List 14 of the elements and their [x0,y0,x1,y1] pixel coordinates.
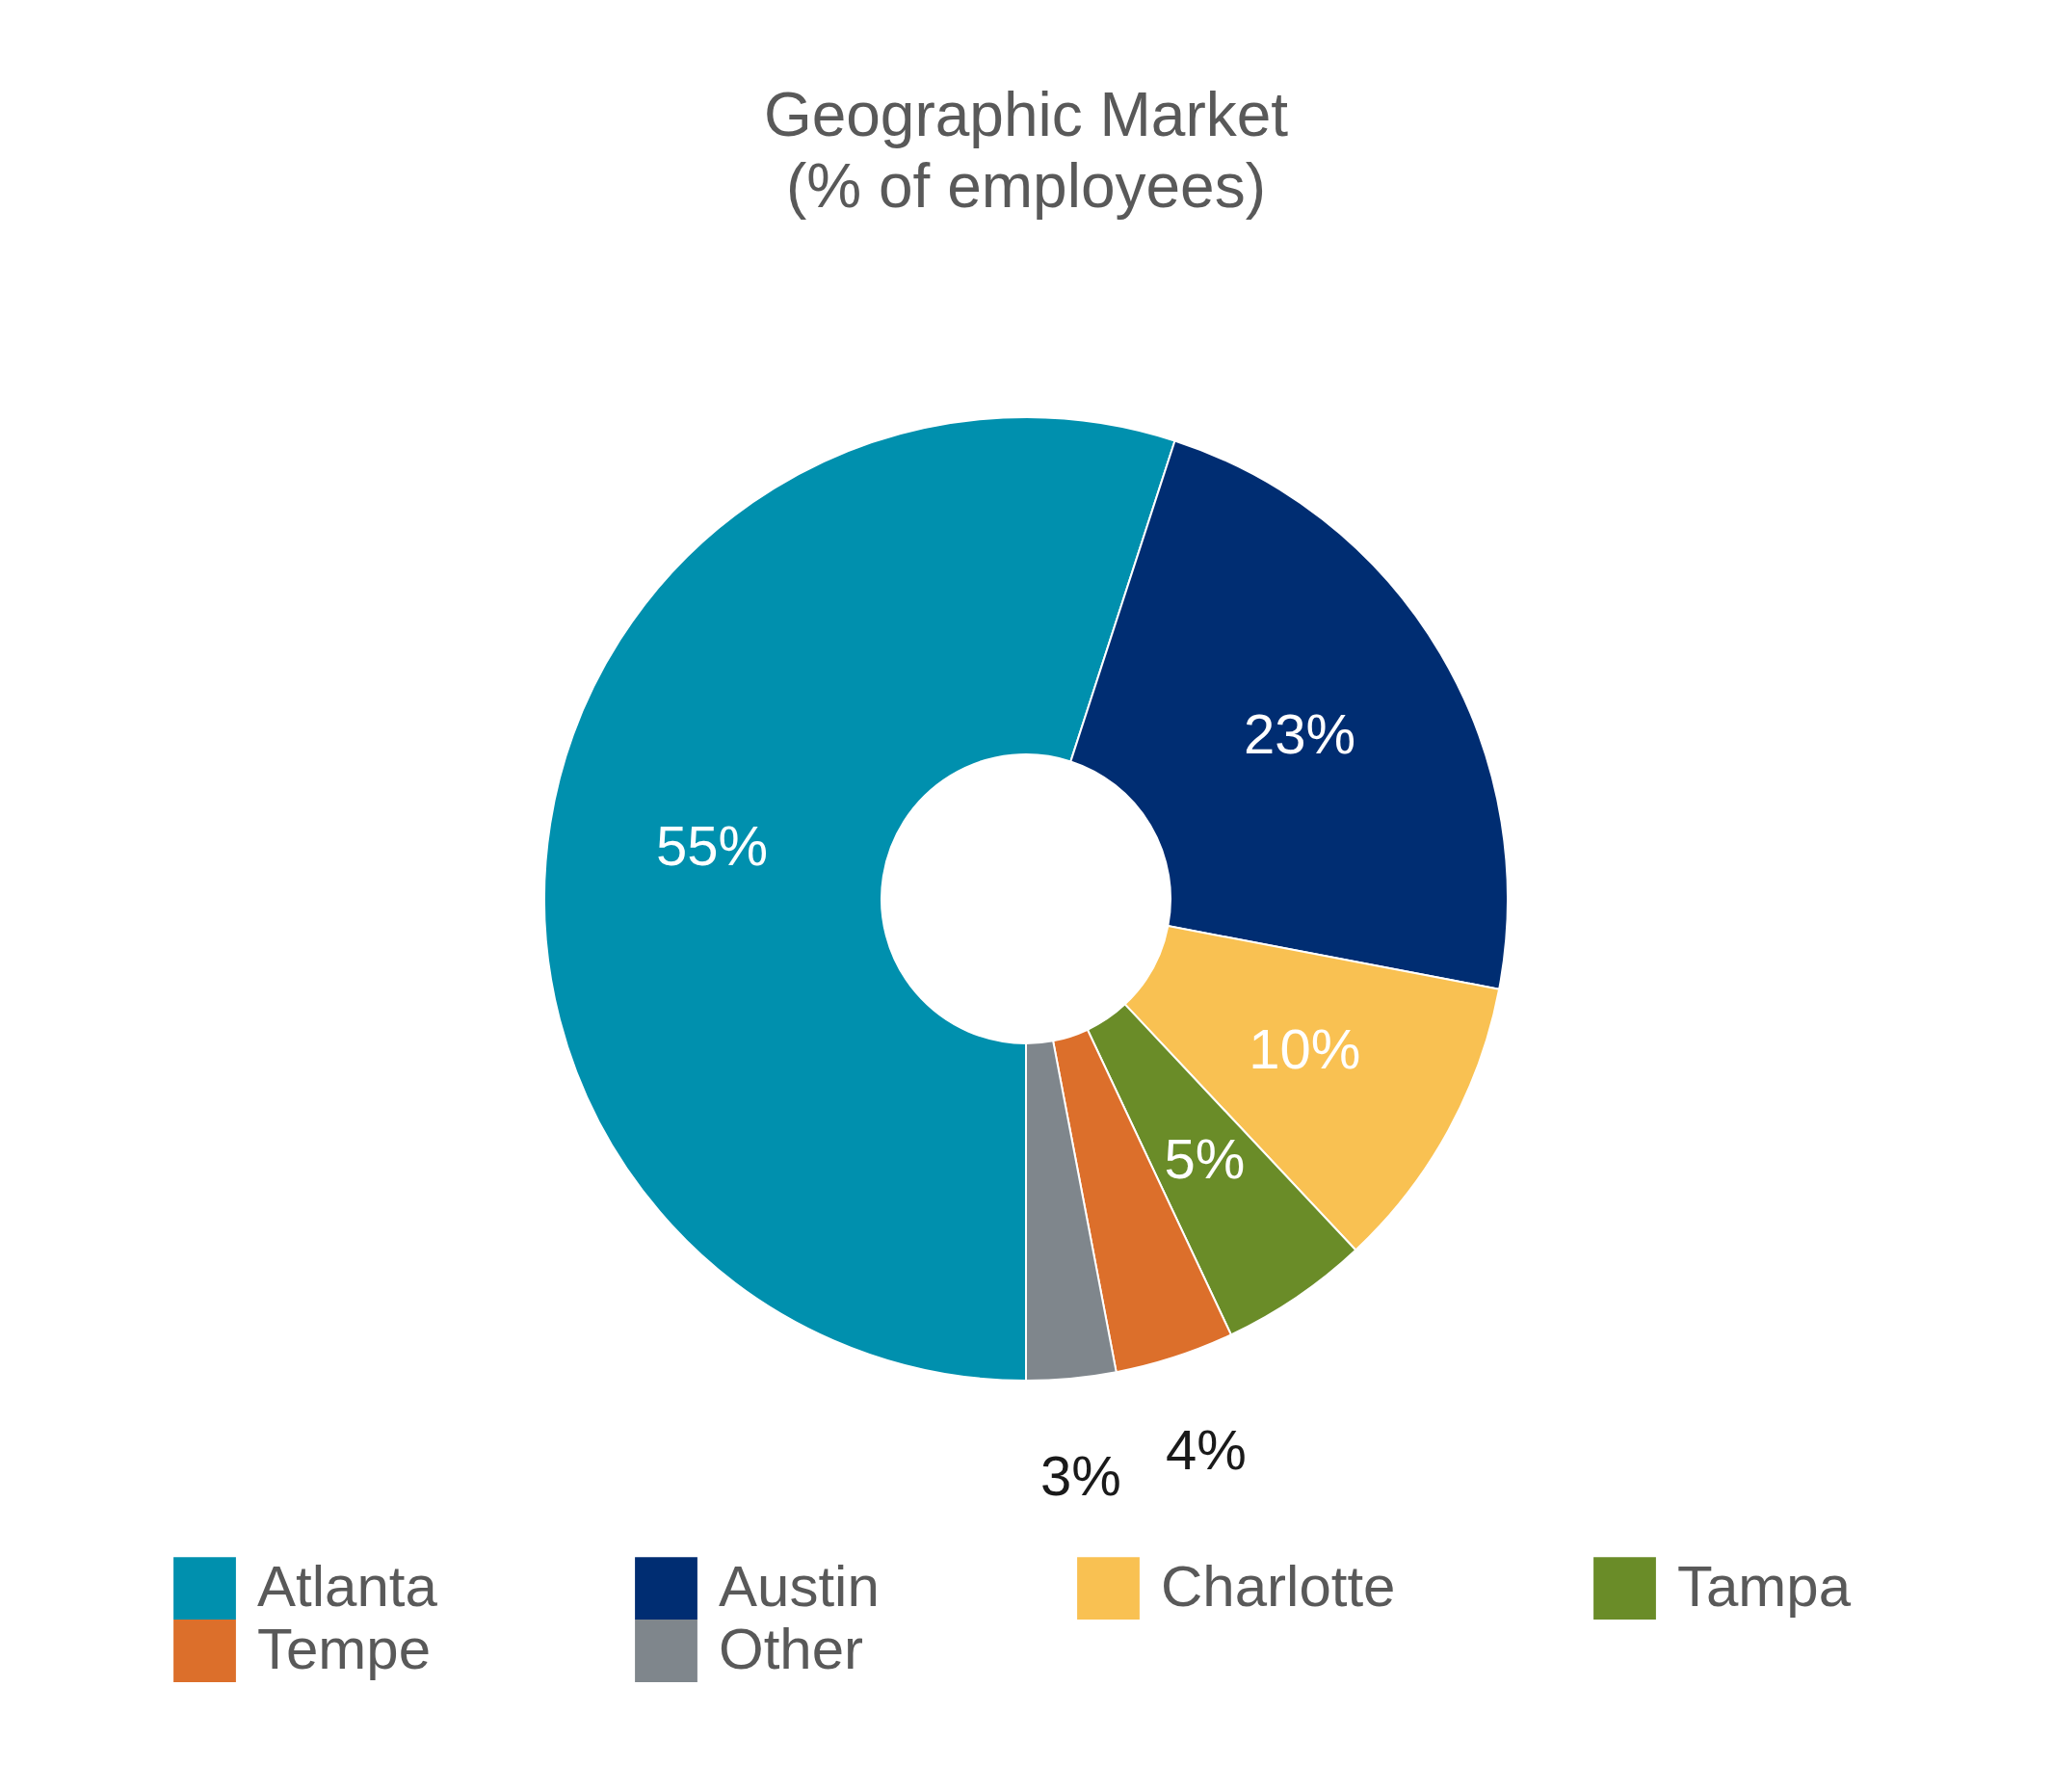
data-label: 4% [1166,1418,1247,1482]
data-label: 5% [1164,1126,1246,1190]
legend-label: Atlanta [257,1553,438,1619]
legend-label: Austin [719,1553,880,1619]
data-label: 10% [1249,1016,1361,1080]
data-label: 3% [1040,1444,1121,1508]
chart-title: Geographic Market [763,80,1289,149]
legend-label: Tampa [1677,1553,1852,1619]
legend-label: Other [719,1616,864,1681]
chart-subtitle: (% of employees) [786,151,1266,221]
legend-label: Charlotte [1161,1553,1396,1619]
legend-label: Tempe [257,1616,432,1681]
data-label: 23% [1244,702,1356,766]
data-label: 55% [656,814,769,878]
